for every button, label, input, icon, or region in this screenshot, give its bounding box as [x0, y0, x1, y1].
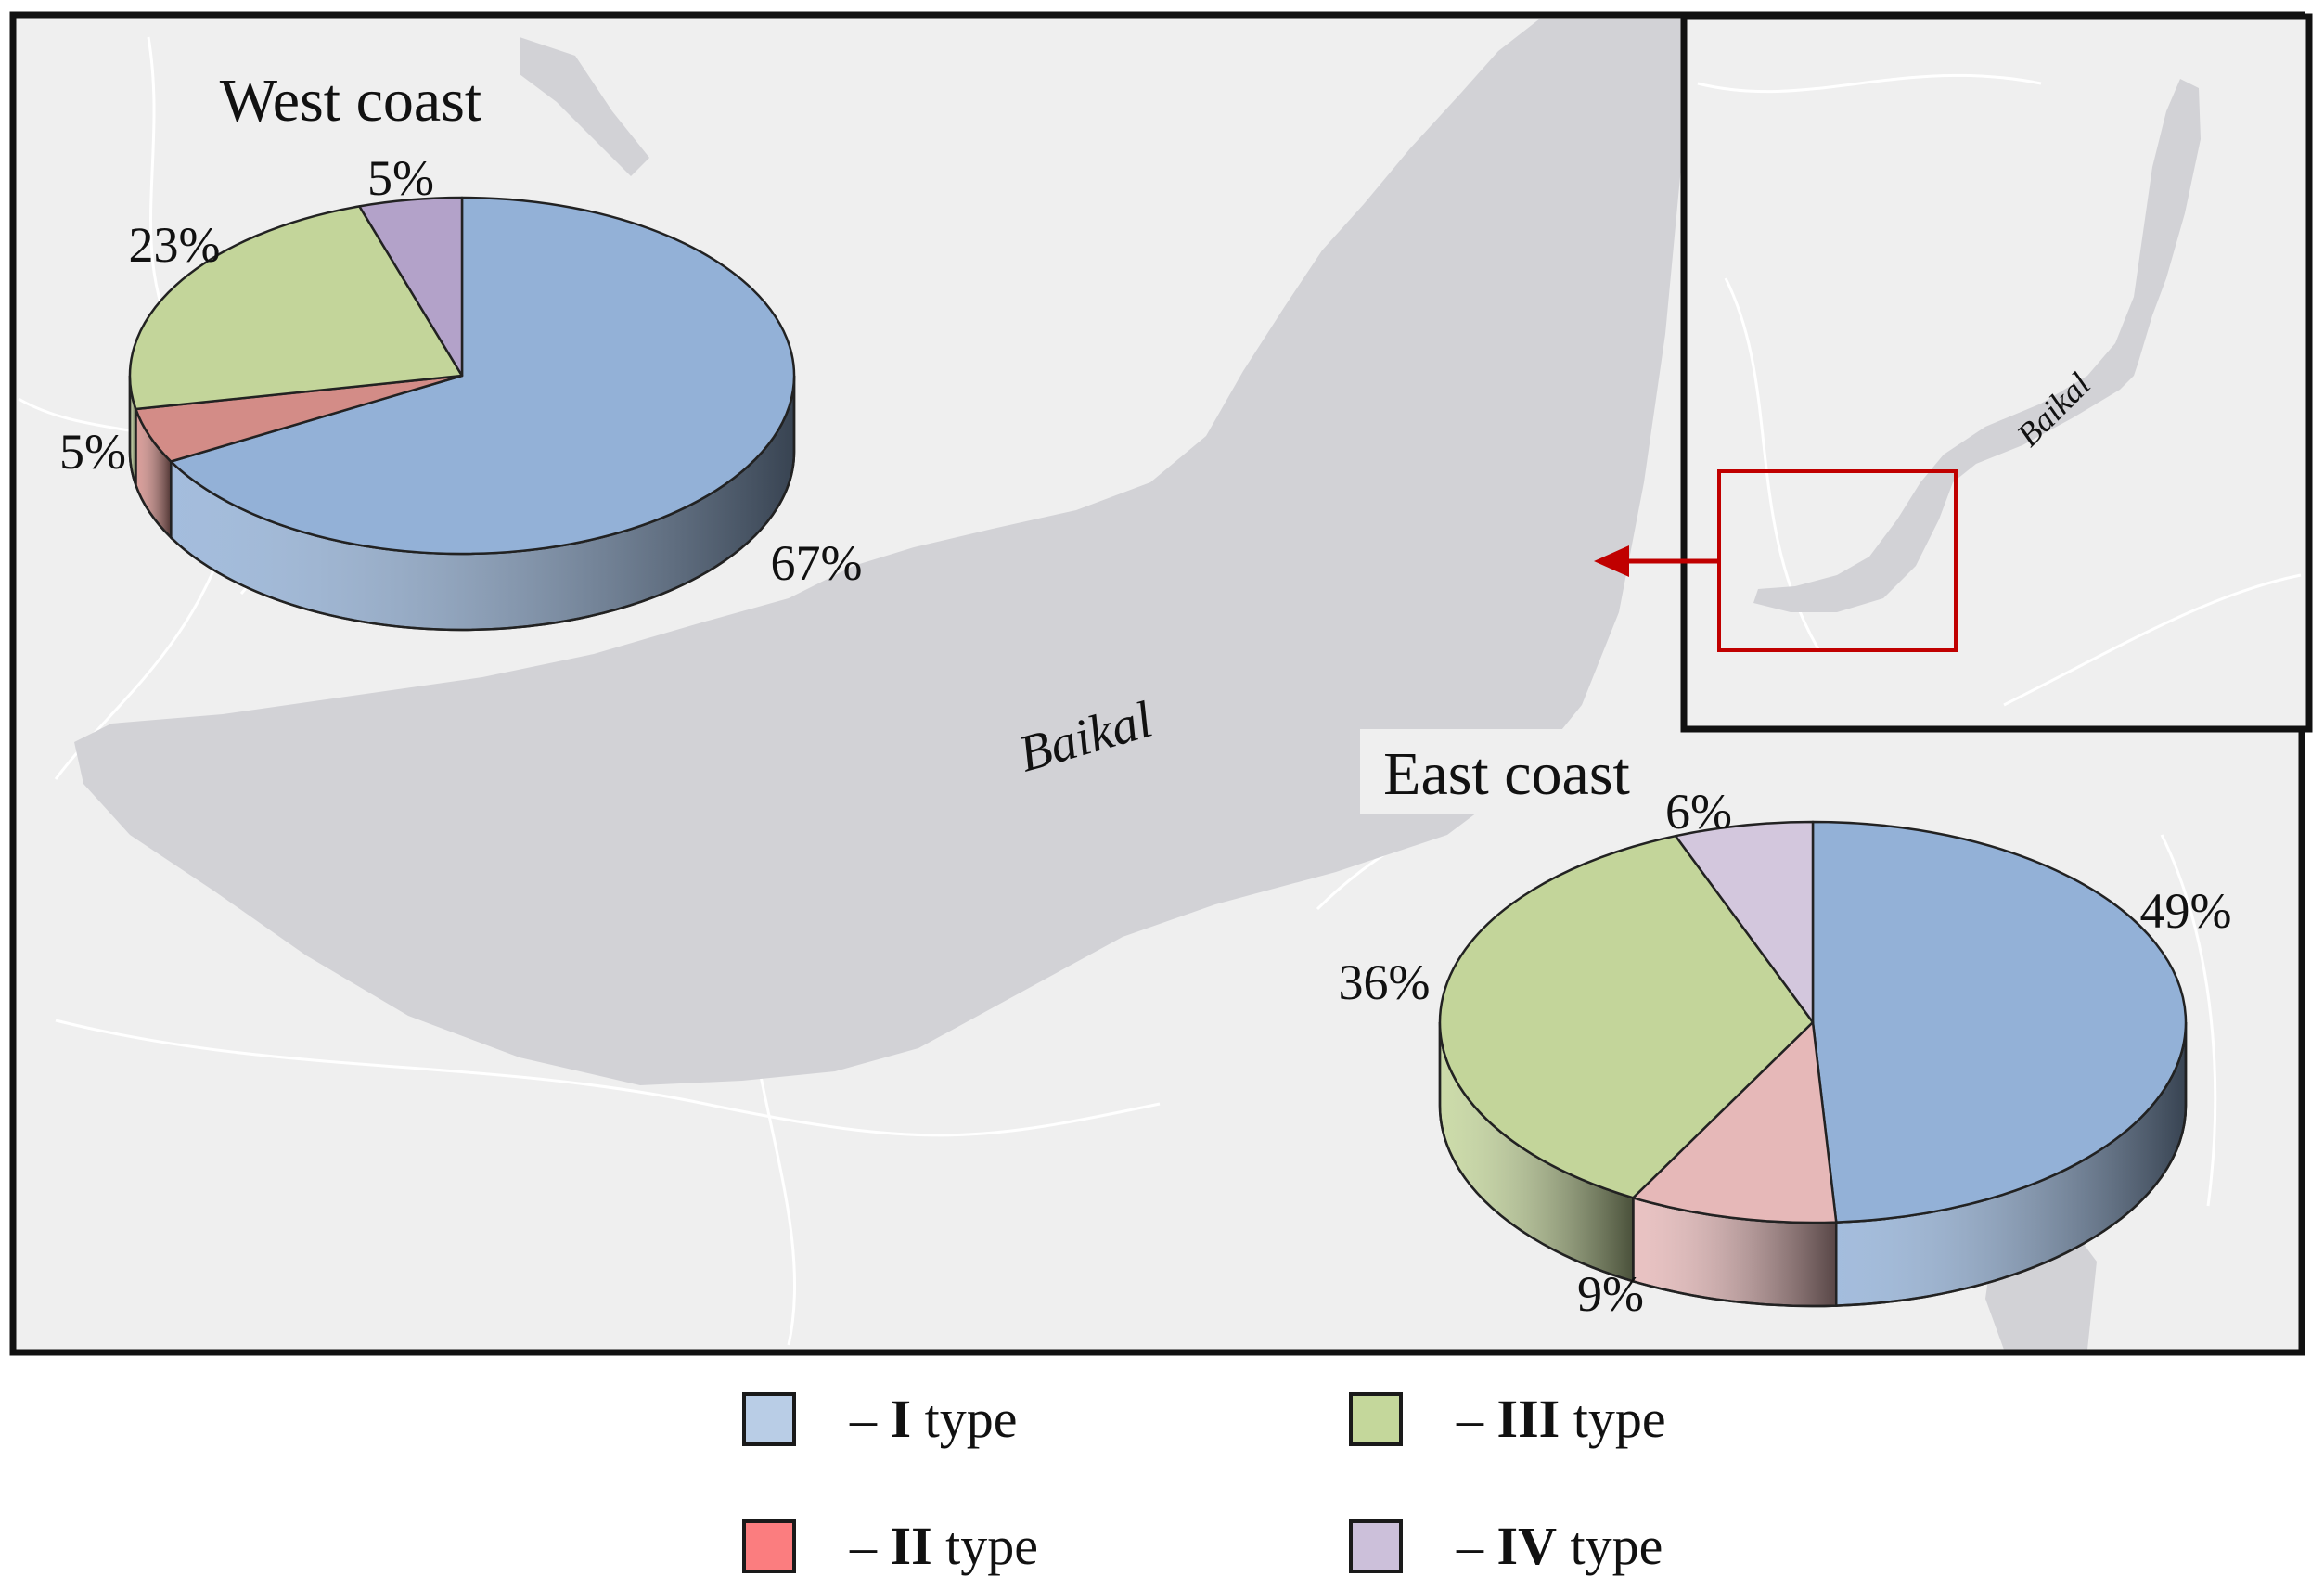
inset-background	[1684, 17, 2309, 729]
type-4-percent-label: 6%	[1665, 784, 1732, 839]
locator-arrow	[1594, 545, 1719, 577]
legend-swatch-type-1	[742, 1391, 796, 1446]
legend-label-type-4: – IV type	[1457, 1516, 1663, 1576]
legend-swatch-type-2	[742, 1519, 796, 1573]
west-coast-title: West coast	[220, 67, 481, 135]
type-3-percent-label: 36%	[1339, 955, 1431, 1010]
legend-label-type-3: – III type	[1457, 1389, 1666, 1449]
type-3-slice	[128, 205, 464, 411]
inset-frame	[1680, 13, 2313, 733]
type-1-percent-label: 67%	[771, 535, 863, 591]
type-4-percent-label: 5%	[367, 150, 434, 206]
legend-swatch-type-3	[1349, 1391, 1403, 1446]
east-coast-pie-marks: 49% 9% 36% 6%	[1339, 784, 2232, 1322]
lake-water	[74, 19, 1688, 1085]
type-3-percent-label: 23%	[129, 217, 221, 273]
legend-item-type-1: – I type	[742, 1388, 1017, 1450]
west-coast-pie-marks: 67% 5% 23% 5%	[59, 150, 863, 632]
type-1-slice	[1811, 820, 2188, 1224]
legend-item-type-3: – III type	[1349, 1388, 1666, 1450]
type-4-slice	[358, 196, 464, 378]
west-coast-pie-chart: West coast 67% 5% 23% 5%	[59, 67, 863, 632]
legend-label-type-1: – I type	[850, 1389, 1018, 1449]
type-2-slice	[1632, 1020, 1838, 1224]
east-coast-pie-chart: East coast 49% 9% 36% 6%	[1339, 729, 2232, 1322]
type-2-percent-label: 5%	[59, 424, 126, 480]
legend-item-type-2: – II type	[742, 1515, 1038, 1577]
legend-swatch-type-4	[1349, 1519, 1403, 1573]
type-1-percent-label: 49%	[2140, 883, 2232, 939]
east-coast-title-backdrop	[1360, 729, 1653, 814]
legend-item-type-4: – IV type	[1349, 1515, 1663, 1577]
inset-map: Baikal	[1680, 13, 2313, 733]
lake-outlet	[520, 37, 649, 176]
type-4-slice	[1674, 820, 1815, 1024]
legend: – I type – III type – II type – IV type	[0, 1368, 2324, 1582]
legend-label-type-2: – II type	[850, 1516, 1039, 1576]
type-1-slice	[170, 196, 796, 556]
type-2-percent-label: 9%	[1577, 1266, 1644, 1322]
type-3-slice	[1438, 834, 1815, 1199]
east-coast-title: East coast	[1383, 740, 1630, 808]
